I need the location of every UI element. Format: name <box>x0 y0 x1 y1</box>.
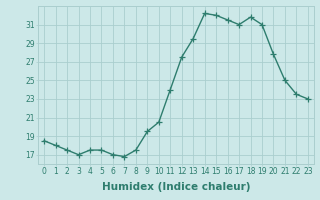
X-axis label: Humidex (Indice chaleur): Humidex (Indice chaleur) <box>102 182 250 192</box>
